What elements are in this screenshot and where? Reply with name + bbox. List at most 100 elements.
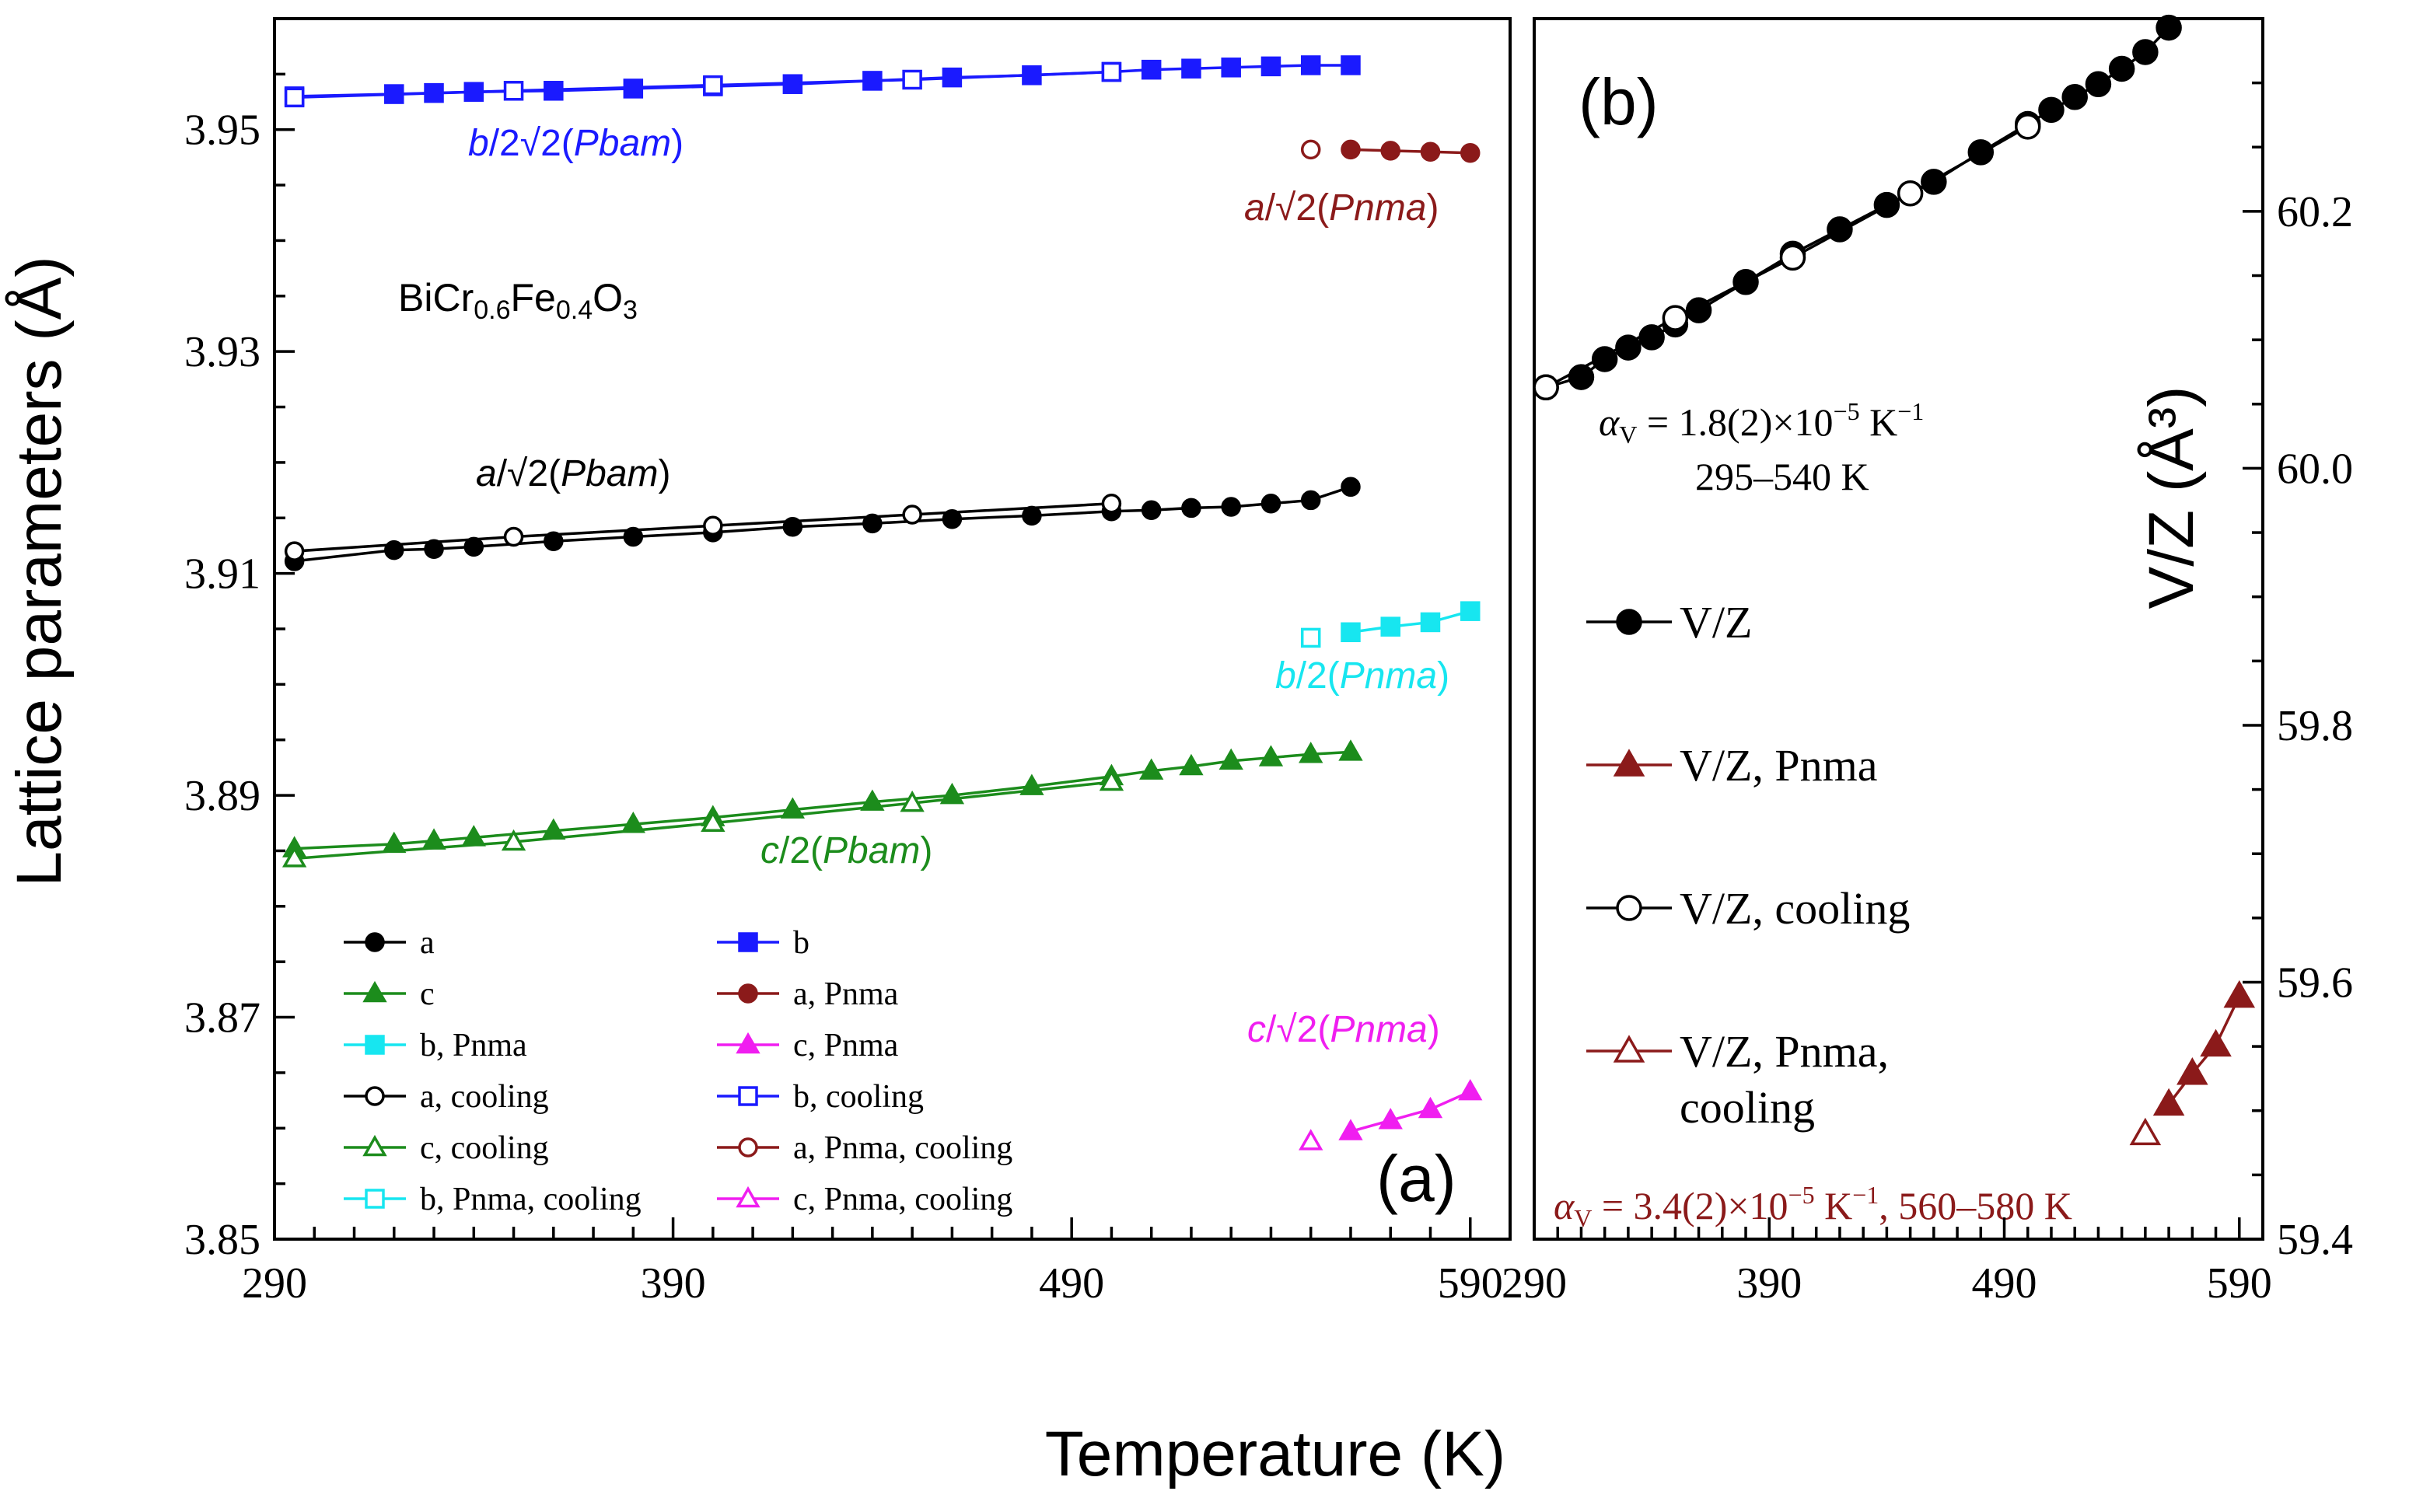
legend-item-b: b — [717, 925, 809, 961]
legend-marker-c-cooling — [362, 1134, 387, 1157]
y-tick-label-b-59.8: 59.8 — [2277, 702, 2353, 750]
point-a-a-14 — [1221, 497, 1241, 517]
point-b-v-z-pnma-2 — [2200, 1028, 2232, 1057]
alpha2-formula: αV = 3.4(2)×10−5 K−1, 560–580 K — [1554, 1181, 2072, 1232]
legend-a: a b c a, Pnma b, Pnma c, Pnma a, cooling b, coo… — [344, 925, 1012, 1217]
y-tick-label-b-59.6: 59.6 — [2277, 959, 2353, 1007]
point-b-v-z-6 — [1685, 297, 1712, 323]
legend-label-v-z-cooling-0: V/Z, cooling — [1680, 883, 1910, 934]
point-a-c-17 — [1338, 739, 1363, 761]
ylabel-a: Lattice parameters (Å) — [4, 256, 75, 886]
series-b-v-z-pnma-cooling — [2129, 1117, 2162, 1146]
y-tick-label-a-3.87: 3.87 — [184, 994, 260, 1042]
point-a-c-cooling-1 — [501, 829, 526, 851]
legend-label-a-pnma: a, Pnma — [793, 976, 899, 1012]
x-tick-label-b-390: 390 — [1736, 1259, 1802, 1308]
point-a-b-pnma-3 — [1460, 601, 1481, 621]
plot-frame-b — [1533, 17, 2264, 1241]
legend-marker-c-pnma-cooling — [736, 1186, 760, 1208]
point-a-a-cooling-2 — [703, 515, 723, 536]
point-a-b-pnma-2 — [1420, 612, 1441, 633]
legend-item-b-pnma: b, Pnma — [344, 1028, 527, 1063]
point-b-v-z-cooling-2 — [1779, 244, 1806, 271]
point-a-c-cooling-4 — [1099, 769, 1124, 791]
point-a-a-16 — [1300, 490, 1321, 511]
series-a-c-cooling — [281, 769, 1124, 868]
point-a-c-8 — [860, 789, 885, 811]
y-tick-label-a-3.89: 3.89 — [184, 772, 260, 820]
point-a-b-13 — [1181, 58, 1201, 79]
point-a-a-pnma-0 — [1341, 139, 1361, 160]
legend-item-c-pnma: c, Pnma — [717, 1028, 899, 1063]
series-b-v-z-pnma — [2152, 979, 2256, 1116]
alpha1-range: 295–540 K — [1695, 455, 1869, 498]
point-b-v-z-3 — [1615, 334, 1642, 361]
legend-item-c: c — [344, 976, 435, 1012]
legend-item-a: a — [344, 925, 435, 961]
point-b-v-z-15 — [2061, 84, 2088, 110]
legend-item-v-z-pnma: V/Z, Pnma — [1586, 740, 1878, 791]
legend-label-v-z-pnma-cooling-1: cooling — [1680, 1082, 1815, 1133]
point-b-v-z-pnma-0 — [2152, 1088, 2185, 1116]
annotations-a: b/2√2(Pbam) a/√2(Pnma) a/√2(Pbam) b/2(Pn… — [468, 123, 1449, 1050]
point-b-v-z-14 — [2038, 96, 2065, 124]
legend-item-a-cooling: a, cooling — [344, 1079, 549, 1115]
legend-item-v-z-cooling: V/Z, cooling — [1586, 883, 1910, 934]
legend-marker-v-z — [1616, 609, 1642, 635]
point-a-a-cooling-3 — [902, 505, 922, 525]
label-c-pbam: c/2(Pbam) — [760, 830, 932, 871]
label-b-pnma: b/2(Pnma) — [1275, 655, 1449, 697]
point-a-a-cooling-1 — [503, 526, 524, 547]
panel-b: (b) V/Z (Å³) αV = 1.8(2)×10−5 K−1 295–54… — [1554, 65, 2207, 1232]
point-b-v-z-11 — [1921, 169, 1947, 195]
series-a-a-pnma-cooling — [1300, 139, 1321, 160]
point-a-a-8 — [862, 513, 883, 534]
point-a-b-cooling-1 — [503, 81, 524, 101]
y-tick-label-b-60.2: 60.2 — [2277, 188, 2353, 236]
legend-item-c-pnma-cooling: c, Pnma, cooling — [717, 1182, 1012, 1217]
legend-label-a-cooling: a, cooling — [420, 1079, 549, 1115]
point-a-b-cooling-3 — [902, 69, 922, 90]
y-tick-label-b-60.0: 60.0 — [2277, 445, 2353, 493]
series-b-v-z-cooling — [1533, 113, 2041, 401]
point-a-a-13 — [1181, 498, 1201, 519]
ylabel-b: V/Z (Å³) — [2136, 386, 2207, 609]
point-a-a-cooling-4 — [1101, 493, 1122, 514]
legend-marker-v-z-cooling — [1616, 895, 1642, 921]
point-a-b-pnma-cooling-0 — [1300, 627, 1321, 648]
y-tick-label-a-3.93: 3.93 — [184, 328, 260, 376]
alpha-annotation-2: αV = 3.4(2)×10−5 K−1, 560–580 K — [1554, 1181, 2072, 1232]
y-tick-label-b-59.4: 59.4 — [2277, 1216, 2353, 1264]
point-a-c-12 — [1139, 758, 1164, 780]
legend-label-v-z-pnma-0: V/Z, Pnma — [1680, 740, 1878, 791]
point-b-v-z-16 — [2085, 71, 2112, 98]
point-b-v-z-cooling-3 — [1897, 180, 1924, 207]
point-b-v-z-18 — [2132, 39, 2159, 65]
legend-label-c-pnma-cooling: c, Pnma, cooling — [793, 1182, 1012, 1217]
point-a-a-17 — [1341, 477, 1361, 498]
point-a-c-cooling-0 — [281, 846, 307, 868]
compound-label: BiCr0.6Fe0.4O3 — [398, 276, 638, 325]
alpha-annotation-1: αV = 1.8(2)×10−5 K−1 295–540 K — [1599, 397, 1924, 498]
point-a-c-cooling-2 — [701, 810, 726, 833]
legend-item-a-pnma-cooling: a, Pnma, cooling — [717, 1130, 1012, 1166]
point-a-c-cooling-3 — [900, 790, 925, 812]
point-a-b-17 — [1341, 55, 1361, 75]
legend-marker-v-z-pnma-cooling — [1613, 1035, 1645, 1063]
x-tick-label-a-390: 390 — [641, 1259, 706, 1308]
legend-marker-a-pnma-cooling — [738, 1137, 758, 1158]
y-tick-label-a-3.85: 3.85 — [184, 1216, 260, 1264]
series-a-c-pnma — [1338, 1078, 1483, 1140]
label-c-pnma: c/√2(Pnma) — [1247, 1009, 1440, 1050]
legend-label-v-z-0: V/Z — [1680, 597, 1752, 648]
point-a-a-2 — [424, 539, 444, 559]
legend-marker-a-cooling — [365, 1086, 385, 1106]
point-a-a-pnma-cooling-0 — [1300, 139, 1321, 160]
point-b-v-z-pnma-1 — [2177, 1057, 2208, 1085]
point-a-a-pnma-3 — [1460, 142, 1481, 163]
legend-label-c: c — [420, 976, 435, 1012]
y-tick-label-a-3.95: 3.95 — [184, 107, 260, 155]
